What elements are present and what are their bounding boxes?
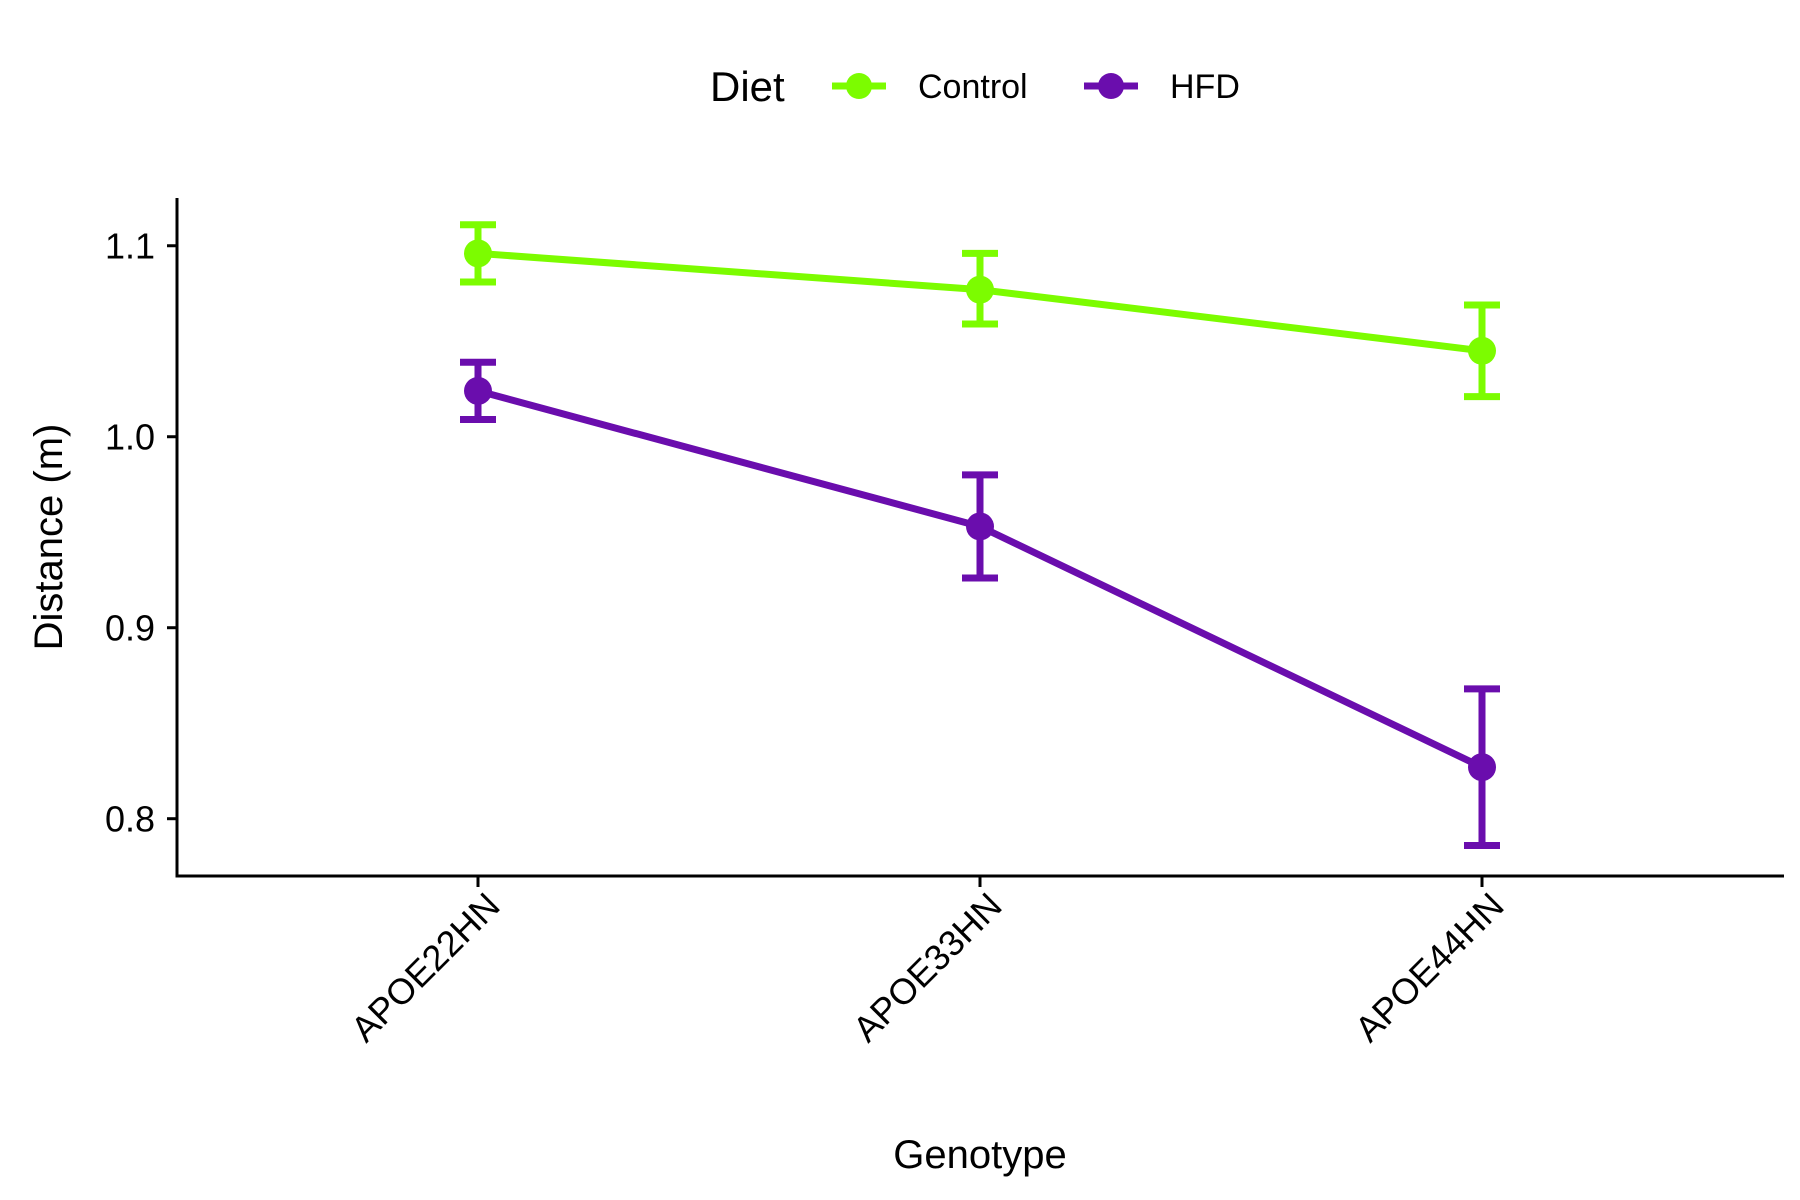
y-tick-label: 1.0 (105, 417, 155, 458)
y-axis-ticks: 0.8 0.9 1.0 1.1 (105, 226, 177, 840)
legend-item-hfd: HFD (1084, 68, 1240, 106)
y-tick-label: 1.1 (105, 226, 155, 267)
data-point-control (966, 275, 994, 304)
data-point-control (1468, 336, 1496, 365)
legend-key-point-hfd (1098, 73, 1124, 99)
series-control (460, 221, 1500, 401)
data-point-hfd (1468, 753, 1496, 782)
legend-label-control: Control (918, 68, 1028, 106)
x-axis-title: Genotype (893, 1133, 1066, 1177)
data-point-hfd (464, 376, 492, 405)
legend-title: Diet (710, 63, 785, 110)
y-axis-title: Distance (m) (27, 424, 71, 651)
legend: Diet Control HFD (710, 63, 1240, 110)
x-tick-label: APOE33HN (845, 885, 1010, 1050)
series-hfd (460, 358, 1500, 849)
x-tick-label: APOE22HN (343, 885, 508, 1050)
series-layer (460, 221, 1500, 849)
legend-label-hfd: HFD (1170, 68, 1240, 106)
data-point-hfd (966, 512, 994, 541)
x-axis-ticks: APOE22HN APOE33HN APOE44HN (343, 876, 1512, 1049)
y-tick-label: 0.8 (105, 799, 155, 840)
y-tick-label: 0.9 (105, 608, 155, 649)
legend-item-control: Control (832, 68, 1028, 106)
data-point-control (464, 239, 492, 268)
legend-key-point-control (846, 73, 872, 99)
x-tick-label: APOE44HN (1347, 885, 1512, 1050)
